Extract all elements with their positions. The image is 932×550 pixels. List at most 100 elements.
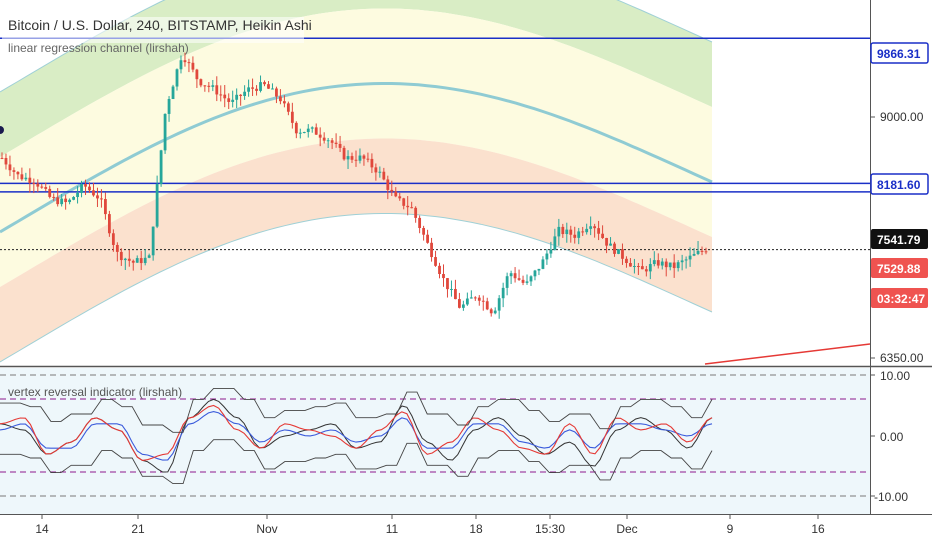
time-axis-area[interactable]: [0, 515, 932, 550]
price-tick-6350: 6350.00: [880, 351, 924, 365]
candle-body: [406, 205, 410, 208]
candle-body: [215, 85, 219, 95]
candle-body: [366, 158, 370, 160]
candle-body: [302, 132, 306, 134]
candle-body: [696, 250, 700, 254]
candle-body: [338, 143, 342, 148]
candle-body: [589, 226, 593, 229]
candle-body: [56, 197, 60, 205]
candle-body: [155, 184, 159, 227]
osc-tick-neg10: -10.00: [874, 490, 908, 504]
candle-body: [179, 60, 183, 70]
candle-body: [688, 255, 692, 260]
candle-body: [489, 309, 493, 314]
candle-body: [203, 85, 207, 87]
candle-body: [378, 171, 382, 173]
candle-body: [183, 60, 187, 63]
candle-body: [72, 197, 75, 200]
candle-body: [398, 196, 402, 199]
oscillator-scale[interactable]: 10.00 0.00 -10.00: [870, 369, 910, 504]
price-label-8181[interactable]: 8181.60: [870, 173, 929, 195]
candle-body: [422, 228, 426, 235]
candle-body: [259, 82, 262, 91]
candle-body: [76, 192, 79, 198]
bar-countdown-text: 03:32:47: [877, 292, 925, 306]
candle-body: [104, 199, 107, 215]
oscillator-env-upper: [0, 387, 713, 433]
candle-body: [497, 298, 501, 311]
candle-body: [621, 249, 624, 259]
candle-body: [251, 87, 254, 89]
candle-body: [402, 198, 406, 206]
channel-anchor-dot[interactable]: [0, 126, 4, 134]
price-label-last[interactable]: 7541.79: [871, 229, 928, 249]
price-label-9866[interactable]: 9866.31: [870, 42, 929, 64]
candle-body: [692, 253, 696, 256]
candle-body: [60, 198, 64, 205]
candle-body: [16, 171, 20, 175]
candle-body: [565, 229, 569, 235]
time-label-9: 9: [727, 522, 734, 536]
candle-body: [119, 251, 123, 261]
candle-body: [44, 187, 48, 189]
candle-body: [581, 231, 585, 233]
candle-body: [163, 113, 167, 151]
candle-body: [235, 94, 239, 100]
candle-body: [597, 228, 601, 234]
symbol-title[interactable]: Bitcoin / U.S. Dollar, 240, BITSTAMP, He…: [8, 17, 312, 33]
candle-body: [8, 164, 12, 171]
candle-body: [521, 279, 525, 283]
candle-body: [394, 191, 398, 197]
candle-body: [501, 287, 505, 299]
candle-body: [342, 147, 346, 160]
candle-body: [537, 268, 541, 271]
candle-body: [573, 234, 577, 238]
candle-body: [680, 260, 684, 263]
candle-body: [334, 142, 338, 144]
price-scale[interactable]: 9000.00 6350.00: [870, 110, 924, 365]
candle-body: [434, 257, 437, 266]
candle-body: [92, 190, 95, 196]
candle-body: [382, 171, 386, 180]
candle-body: [263, 82, 266, 85]
bar-countdown-label[interactable]: 03:32:47: [871, 288, 928, 308]
oscillator-indicator-label[interactable]: vertex reversal indicator (lirshah): [8, 385, 182, 399]
candle-body: [80, 184, 83, 193]
candle-body: [660, 261, 664, 266]
candle-body: [199, 79, 203, 86]
candle-body: [684, 259, 688, 261]
trend-line[interactable]: [704, 343, 870, 365]
candle-body: [533, 270, 537, 277]
candle-body: [458, 299, 461, 308]
candle-body: [223, 94, 227, 99]
candle-body: [111, 233, 115, 245]
candle-body: [473, 297, 477, 299]
oscillator-pane[interactable]: [0, 368, 870, 514]
candle-body: [135, 258, 139, 263]
time-label-1530: 15:30: [535, 522, 565, 536]
candle-body: [513, 273, 517, 279]
time-label-nov: Nov: [256, 522, 277, 536]
candle-body: [100, 198, 103, 200]
time-label-11: 11: [386, 522, 399, 536]
channel-indicator-label[interactable]: linear regression channel (lirshah): [8, 41, 189, 55]
candle-body: [625, 258, 628, 264]
candle-body: [386, 179, 390, 190]
candle-body: [139, 258, 143, 264]
candle-body: [370, 158, 374, 168]
candle-body: [195, 69, 199, 80]
candle-body: [450, 288, 453, 290]
price-label-close[interactable]: 7529.88: [871, 258, 928, 278]
candle-body: [354, 159, 358, 161]
candle-body: [577, 231, 581, 238]
candle-body: [314, 127, 318, 135]
candle-body: [151, 226, 155, 256]
candle-body: [318, 134, 322, 138]
candle-body: [191, 62, 195, 70]
candle-body: [549, 249, 553, 254]
time-axis[interactable]: 14 21 Nov 11 18 15:30 Dec 9 16: [35, 514, 825, 536]
candle-body: [430, 242, 433, 258]
price-tick-9000: 9000.00: [880, 110, 924, 124]
candle-body: [20, 174, 24, 180]
